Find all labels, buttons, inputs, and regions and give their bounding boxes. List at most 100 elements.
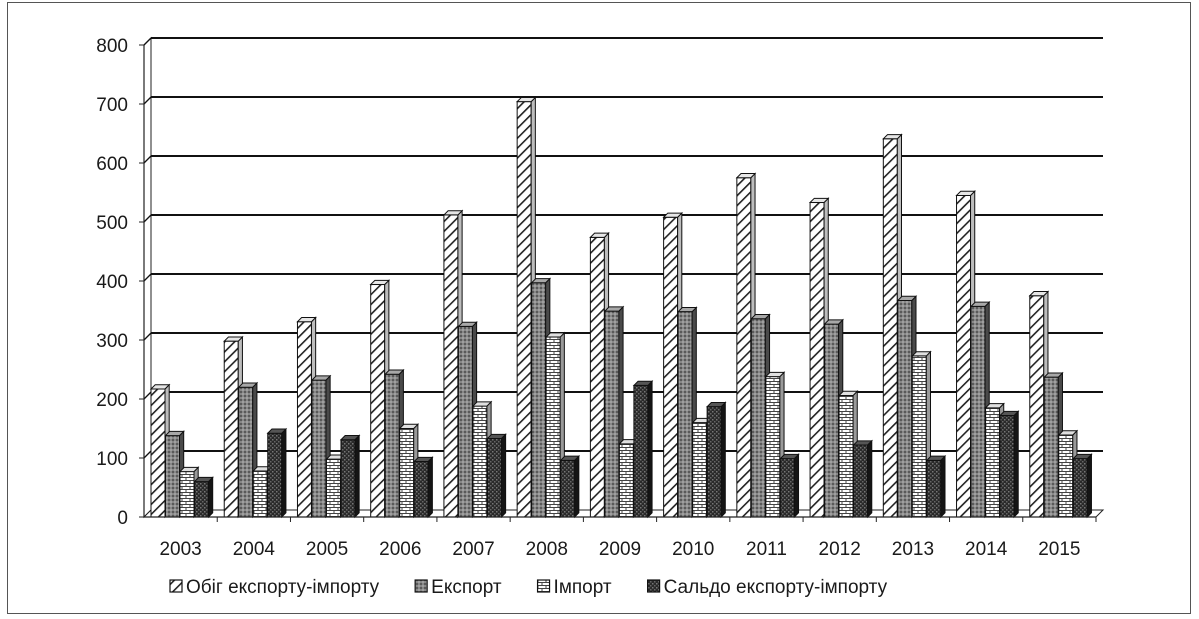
bar-top <box>603 306 625 312</box>
bar-front <box>736 177 752 518</box>
bar-front <box>692 422 708 518</box>
bar-2012-series-4 <box>852 439 873 519</box>
bar-top <box>310 375 332 381</box>
bar-2008-series-4 <box>559 454 581 519</box>
bar-top <box>911 351 932 357</box>
bar-front <box>267 432 283 518</box>
bar-side <box>354 434 360 519</box>
bar-side <box>1086 453 1092 519</box>
bar-front <box>897 299 913 518</box>
y-tick-label: 700 <box>96 95 128 116</box>
x-tick-label: 2010 <box>672 539 714 560</box>
bar-front <box>238 386 254 518</box>
bar-2011-series-4 <box>779 453 800 519</box>
gridline-diagonal <box>143 155 152 164</box>
bar-top <box>984 403 1005 409</box>
bar-top <box>823 319 844 325</box>
y-tick-label: 100 <box>96 449 128 470</box>
bar-side <box>427 456 433 519</box>
bar-top <box>1072 453 1093 460</box>
bar-top <box>457 321 478 327</box>
bar-2005-series-4 <box>339 434 361 519</box>
bar-2013-series-4 <box>925 454 947 519</box>
bar-top <box>1057 430 1079 436</box>
bar-front <box>663 216 679 518</box>
bar-front <box>194 481 209 518</box>
x-tick-label: 2013 <box>892 539 934 560</box>
bar-top <box>764 371 786 378</box>
bar-2007-series-4 <box>486 433 507 519</box>
bar-front <box>779 458 795 518</box>
bar-front <box>150 388 166 518</box>
bar-top <box>383 369 405 375</box>
bar-front <box>413 461 429 518</box>
x-tick-label: 2004 <box>233 539 276 560</box>
bar-top <box>149 384 171 390</box>
legend-item-1: Обіг експорту-імпорту <box>169 577 380 598</box>
bar-front <box>399 428 415 518</box>
bar-front <box>618 443 634 518</box>
bar-top <box>852 440 873 446</box>
bar-2009-series-4 <box>632 380 654 519</box>
y-tick-label: 400 <box>96 272 128 293</box>
bar-top <box>339 435 361 441</box>
bar-top <box>589 232 610 238</box>
x-tick-label: 2006 <box>379 539 421 560</box>
bar-front <box>486 438 502 518</box>
bar-front <box>472 405 488 518</box>
bar-front <box>1072 458 1088 518</box>
bar-top <box>676 306 698 313</box>
legend-swatch <box>414 579 428 593</box>
bar-side <box>720 401 726 519</box>
bar-front <box>1029 295 1045 518</box>
gridline-diagonal <box>143 450 152 459</box>
gridline-diagonal <box>143 391 152 400</box>
bar-top <box>896 295 918 301</box>
bar-front <box>443 214 459 518</box>
gridline-diagonal <box>143 273 152 282</box>
bar-front <box>956 194 972 518</box>
bar-2014-series-4 <box>998 410 1020 519</box>
legend-item-4: Сальдо експорту-імпорту <box>647 577 888 598</box>
bar-top <box>808 197 830 204</box>
bar-front <box>252 470 268 518</box>
bar-front <box>296 321 312 518</box>
bar-front <box>999 415 1015 518</box>
bar-top <box>632 380 654 386</box>
bar-front <box>911 355 927 518</box>
bar-front <box>853 444 869 518</box>
bar-front <box>516 101 532 518</box>
x-tick-label: 2012 <box>819 539 861 560</box>
x-tick-label: 2005 <box>306 539 348 560</box>
x-tick-label: 2015 <box>1038 539 1080 560</box>
bar-top <box>369 279 391 286</box>
bar-front <box>706 406 722 518</box>
bar-top <box>779 453 800 460</box>
legend-label: Експорт <box>431 577 502 598</box>
bar-top <box>296 317 317 323</box>
bar-top <box>398 423 420 429</box>
bar-2003-series-4 <box>193 476 214 519</box>
bar-2009-series-2 <box>603 305 625 519</box>
bar-top <box>486 433 507 440</box>
legend-item-3: Імпорт <box>536 577 612 598</box>
y-tick-label: 500 <box>96 213 128 234</box>
legend-label: Обіг експорту-імпорту <box>186 577 380 598</box>
bar-front <box>838 394 854 518</box>
y-tick-label: 200 <box>96 390 128 411</box>
bar-top <box>223 336 244 342</box>
bar-side <box>1013 410 1019 519</box>
bar-top <box>266 428 288 434</box>
bar-front <box>1058 434 1074 518</box>
bar-top <box>237 382 259 388</box>
bar-front <box>765 376 781 518</box>
bar-side <box>940 454 946 519</box>
bar-top <box>1043 372 1064 378</box>
bar-top <box>969 301 991 307</box>
bar-2006-series-4 <box>412 456 434 519</box>
bar-top <box>471 401 493 407</box>
bar-top <box>193 476 214 483</box>
bar-front <box>384 373 400 518</box>
bar-side <box>647 380 653 519</box>
bar-front <box>926 459 942 518</box>
